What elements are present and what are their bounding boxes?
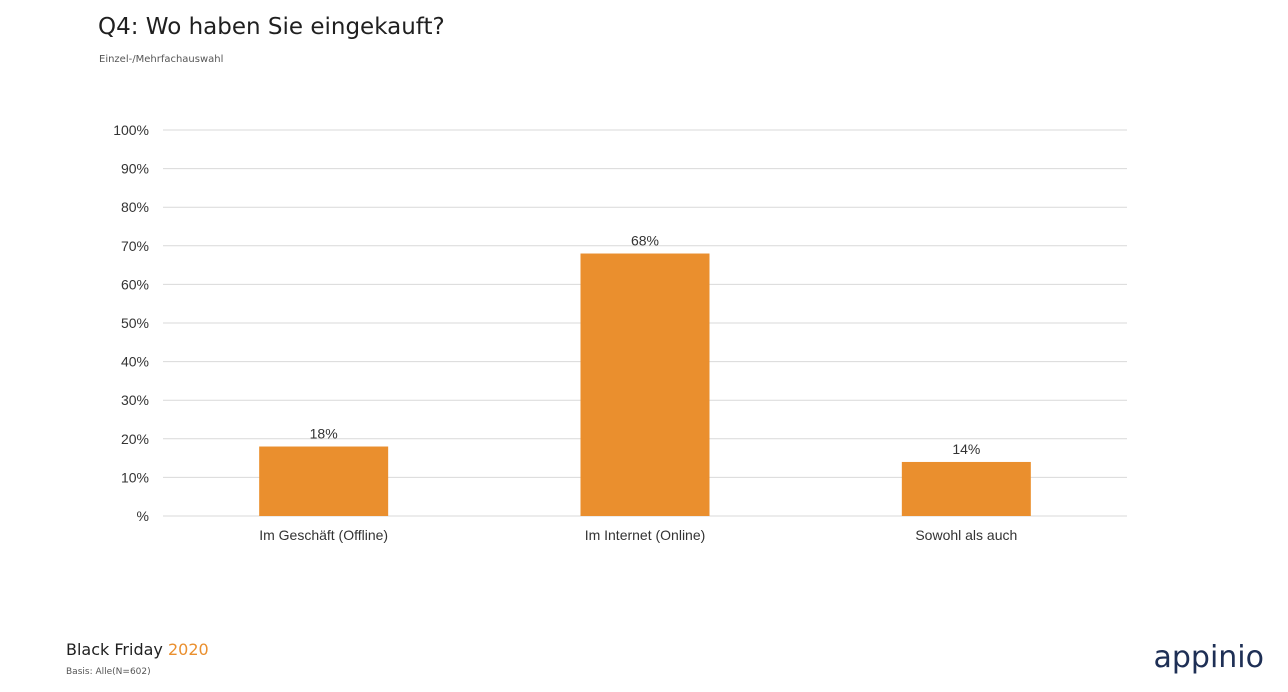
footer-brand: Black Friday 2020 bbox=[66, 640, 209, 659]
y-tick-label: 20% bbox=[121, 431, 149, 447]
x-tick-label: Sowohl als auch bbox=[915, 527, 1017, 543]
y-tick-label: 50% bbox=[121, 315, 149, 331]
y-tick-label: 10% bbox=[121, 469, 149, 485]
bar bbox=[259, 446, 389, 516]
y-tick-label: % bbox=[137, 508, 149, 524]
y-tick-label: 80% bbox=[121, 199, 149, 215]
brand-text: Black Friday bbox=[66, 640, 163, 659]
basis-note: Basis: Alle(N=602) bbox=[66, 667, 151, 677]
bar bbox=[901, 461, 1031, 516]
y-tick-label: 100% bbox=[113, 122, 149, 138]
y-tick-label: 30% bbox=[121, 392, 149, 408]
y-tick-label: 90% bbox=[121, 161, 149, 177]
data-label: 18% bbox=[310, 426, 338, 442]
y-tick-label: 70% bbox=[121, 238, 149, 254]
data-label: 68% bbox=[631, 233, 659, 249]
bar-chart: % 10% 20% 30% 40% 50% 60% 70% 80% 90% 100% 18% Im Ge… bbox=[113, 122, 1127, 543]
data-label: 14% bbox=[952, 441, 980, 457]
appinio-logo: appinio bbox=[1153, 640, 1264, 675]
x-tick-label: Im Geschäft (Offline) bbox=[259, 527, 388, 543]
chart-title: Q4: Wo haben Sie eingekauft? bbox=[98, 14, 445, 40]
x-tick-label: Im Internet (Online) bbox=[585, 527, 706, 543]
brand-year: 2020 bbox=[167, 640, 209, 659]
chart-subtitle: Einzel-/Mehrfachauswahl bbox=[99, 54, 224, 65]
y-tick-label: 40% bbox=[121, 354, 149, 370]
bar bbox=[580, 253, 710, 516]
y-tick-label: 60% bbox=[121, 276, 149, 292]
